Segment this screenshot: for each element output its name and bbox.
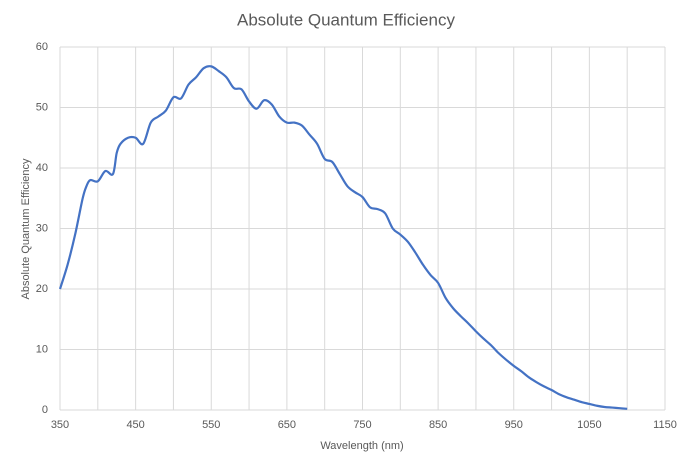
y-tick-label: 60 bbox=[36, 41, 48, 53]
x-tick-label: 550 bbox=[202, 419, 220, 431]
y-tick-label: 0 bbox=[42, 404, 48, 416]
y-tick-label: 10 bbox=[36, 343, 48, 355]
x-tick-label: 750 bbox=[353, 419, 371, 431]
x-axis-label: Wavelength (nm) bbox=[320, 440, 403, 452]
x-tick-label: 650 bbox=[278, 419, 296, 431]
chart-title: Absolute Quantum Efficiency bbox=[237, 10, 455, 29]
y-axis-label: Absolute Quantum Efficiency bbox=[20, 158, 32, 300]
x-tick-label: 850 bbox=[429, 419, 447, 431]
y-tick-label: 40 bbox=[36, 162, 48, 174]
data-line bbox=[58, 65, 628, 410]
x-tick-label: 950 bbox=[505, 419, 523, 431]
x-tick-label: 350 bbox=[51, 419, 69, 431]
y-tick-label: 30 bbox=[36, 222, 48, 234]
y-tick-label: 20 bbox=[36, 283, 48, 295]
x-tick-label: 450 bbox=[126, 419, 144, 431]
x-tick-label: 1150 bbox=[653, 419, 677, 431]
x-tick-label: 1050 bbox=[577, 419, 601, 431]
y-tick-label: 50 bbox=[36, 101, 48, 113]
